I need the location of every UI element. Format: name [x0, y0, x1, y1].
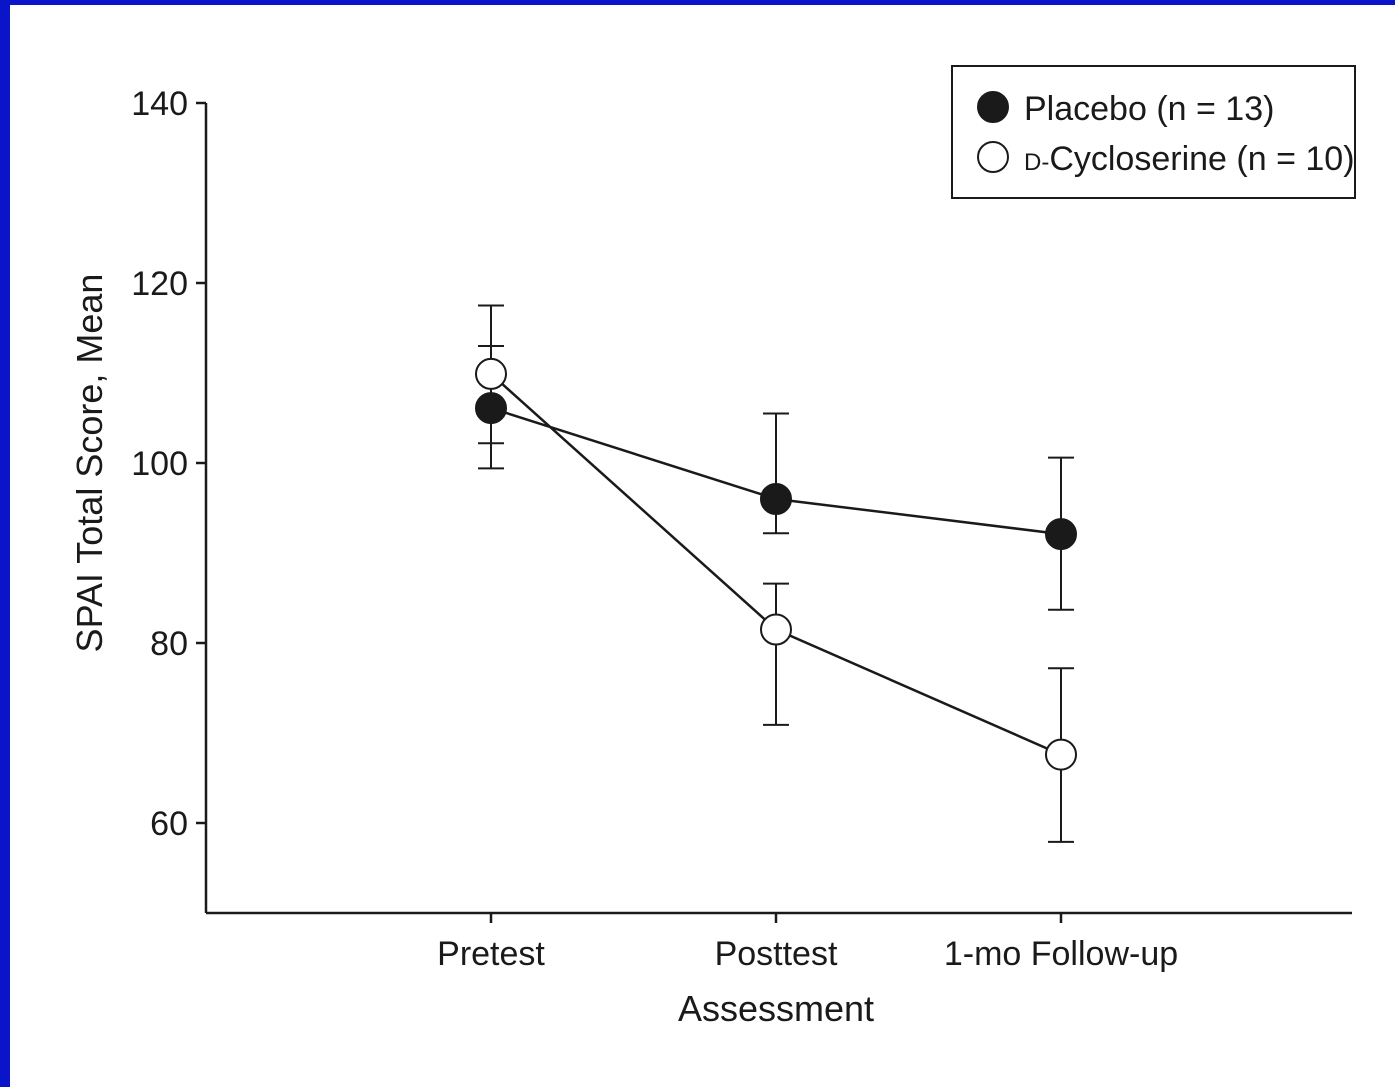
data-point — [760, 483, 792, 515]
legend-cycloserine-marker — [977, 141, 1009, 173]
legend-box — [951, 65, 1356, 199]
data-point — [1045, 738, 1077, 771]
legend-cycloserine-prefix: D- — [1024, 149, 1049, 176]
legend-cycloserine-name: Cycloserine (n = 10) — [1049, 140, 1354, 178]
y-tick-label-100: 100 — [131, 445, 188, 483]
line-chart: 140 120 100 80 60 Pretest Posttest 1-mo … — [69, 65, 1356, 1029]
y-tick-label-80: 80 — [150, 625, 188, 663]
figure-panel: 140 120 100 80 60 Pretest Posttest 1-mo … — [10, 5, 1395, 1087]
data-point — [475, 357, 507, 390]
plot-area — [475, 304, 1077, 843]
data-point — [1045, 518, 1077, 551]
data-point — [760, 613, 792, 646]
x-tick-label-posttest: Posttest — [715, 935, 838, 973]
x-tick-label-pretest: Pretest — [437, 935, 545, 973]
legend: Placebo (n = 13) D-Cycloserine (n = 10) — [951, 65, 1356, 199]
x-tick-label-followup: 1-mo Follow-up — [944, 935, 1178, 973]
y-axis-ticks: 140 120 100 80 60 — [131, 85, 206, 843]
legend-placebo-marker — [977, 91, 1009, 123]
y-axis-title: SPAI Total Score, Mean — [69, 274, 110, 653]
y-tick-label-140: 140 — [131, 85, 188, 123]
y-tick-label-60: 60 — [150, 805, 188, 843]
y-tick-label-120: 120 — [131, 265, 188, 303]
data-point — [475, 392, 507, 425]
legend-cycloserine-label: D-Cycloserine (n = 10) — [1024, 140, 1355, 178]
x-axis-ticks: Pretest Posttest 1-mo Follow-up — [437, 913, 1178, 973]
x-axis-title: Assessment — [678, 988, 874, 1029]
legend-placebo-label: Placebo (n = 13) — [1024, 90, 1274, 128]
